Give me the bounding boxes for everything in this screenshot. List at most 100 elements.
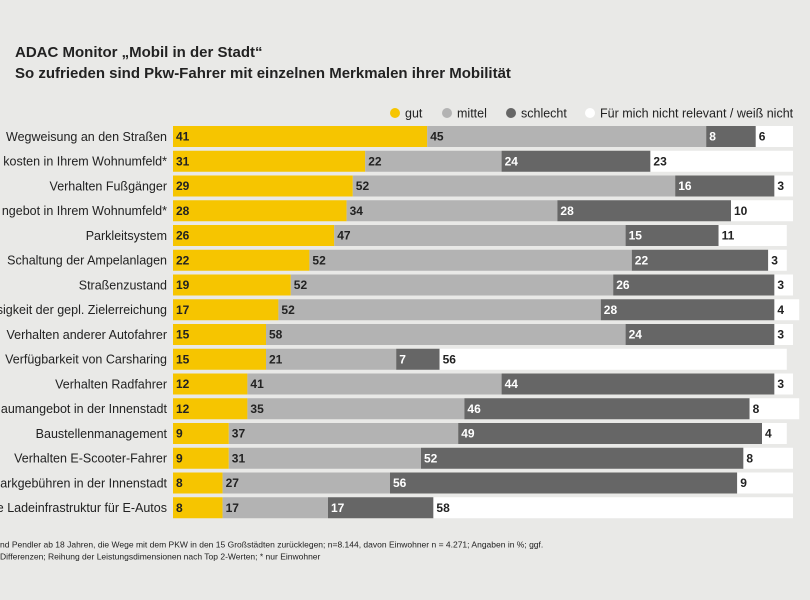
bar-segment: [173, 472, 223, 494]
value-label: 44: [505, 377, 519, 391]
value-label: 23: [653, 154, 667, 168]
value-label: 8: [709, 130, 716, 144]
legend-label: mittel: [457, 106, 487, 120]
bar-segment: [774, 175, 793, 197]
value-label: 47: [337, 229, 351, 243]
bar-segment: [228, 447, 421, 469]
bar-segment: [650, 150, 793, 172]
bar-segment: [334, 225, 626, 246]
value-label: 11: [722, 229, 735, 243]
bar-segment: [173, 225, 335, 246]
category-label: Wegweisung an den Straßen: [6, 130, 167, 144]
bar-segment: [266, 348, 397, 370]
bar-segment: [439, 348, 787, 370]
bar-segment: [557, 200, 731, 222]
bar-segment: [173, 398, 248, 420]
bar-segment: [501, 150, 651, 172]
bar-segment: [173, 299, 279, 321]
bar-segment: [774, 274, 793, 296]
value-label: 3: [777, 377, 784, 391]
value-label: 45: [430, 130, 444, 144]
bar-segment: [743, 447, 793, 469]
value-label: 58: [269, 328, 283, 342]
legend-swatch: [390, 108, 400, 118]
chart-title: ADAC Monitor „Mobil in der Stadt“: [15, 44, 262, 61]
value-label: 24: [505, 154, 519, 168]
value-label: 3: [777, 278, 784, 292]
value-label: 9: [176, 427, 183, 441]
bar-segment: [631, 249, 769, 271]
value-label: 3: [777, 179, 784, 193]
bar-segment: [228, 423, 459, 444]
value-label: 56: [443, 352, 457, 366]
value-label: 26: [176, 229, 190, 243]
bar-segment: [290, 274, 614, 296]
bar-segment: [396, 348, 440, 370]
value-label: 24: [629, 328, 643, 342]
value-label: 9: [176, 451, 183, 465]
value-label: 22: [635, 253, 649, 267]
value-label: 9: [740, 476, 747, 490]
category-label: ngebot in Ihrem Wohnumfeld*: [2, 204, 167, 218]
category-label: Schaltung der Ampelanlagen: [7, 254, 167, 268]
bar-segment: [247, 398, 465, 420]
value-label: 15: [176, 352, 190, 366]
chart-subtitle: So zufrieden sind Pkw-Fahrer mit einzeln…: [15, 65, 511, 82]
bar-segment: [173, 126, 428, 147]
bar-segment: [427, 126, 707, 147]
category-label: Verhalten Radfahrer: [55, 377, 167, 391]
value-label: 52: [356, 179, 370, 193]
value-label: 56: [393, 476, 407, 490]
category-label: kosten in Ihrem Wohnumfeld*: [3, 155, 167, 169]
bar-segment: [173, 274, 291, 296]
value-label: 34: [350, 204, 364, 218]
bar-segment: [173, 150, 366, 172]
bar-segment: [173, 348, 266, 370]
legend-label: gut: [405, 106, 423, 120]
bar-segment: [173, 175, 353, 197]
bar-segment: [278, 299, 601, 321]
value-label: 37: [232, 427, 246, 441]
value-label: 4: [765, 427, 772, 441]
bar-segment: [266, 324, 626, 345]
legend-label: Für mich nicht relevant / weiß nicht: [600, 106, 794, 120]
value-label: 41: [250, 377, 264, 391]
bar-segment: [762, 423, 787, 444]
bar-segment: [173, 497, 223, 519]
value-label: 28: [560, 204, 574, 218]
category-label: aumangebot in der Innenstadt: [1, 402, 168, 416]
value-label: 12: [176, 402, 190, 416]
value-label: 19: [176, 278, 190, 292]
bar-segment: [222, 497, 328, 519]
note: nd Pendler ab 18 Jahren, die Wege mit de…: [0, 539, 543, 549]
category-label: arkgebühren in der Innenstadt: [0, 476, 167, 490]
bar-segment: [774, 299, 800, 321]
bar-segment: [774, 324, 793, 345]
category-label: Straßenzustand: [79, 278, 167, 292]
value-label: 8: [746, 451, 753, 465]
bar-segment: [737, 472, 793, 494]
value-label: 8: [176, 476, 183, 490]
legend-swatch: [506, 108, 516, 118]
value-label: 7: [399, 352, 406, 366]
bar-segment: [365, 150, 502, 172]
bar-segment: [346, 200, 558, 222]
bar-segment: [328, 497, 434, 519]
bar-segment: [625, 324, 775, 345]
value-label: 17: [331, 501, 345, 515]
value-label: 46: [467, 402, 481, 416]
bar-segment: [749, 398, 800, 420]
category-label: Verhalten Fußgänger: [50, 179, 167, 193]
bar-segment: [173, 447, 229, 469]
bar-segment: [774, 373, 793, 395]
value-label: 49: [461, 427, 475, 441]
value-label: 17: [226, 501, 240, 515]
bar-segment: [352, 175, 676, 197]
category-label: Baustellenmanagement: [36, 427, 168, 441]
bar-segment: [247, 373, 502, 395]
value-label: 22: [368, 154, 382, 168]
category-label: Verfügbarkeit von Carsharing: [5, 353, 167, 367]
category-label: e Ladeinfrastruktur für E-Autos: [0, 501, 167, 515]
value-label: 21: [269, 352, 283, 366]
value-label: 15: [176, 328, 190, 342]
